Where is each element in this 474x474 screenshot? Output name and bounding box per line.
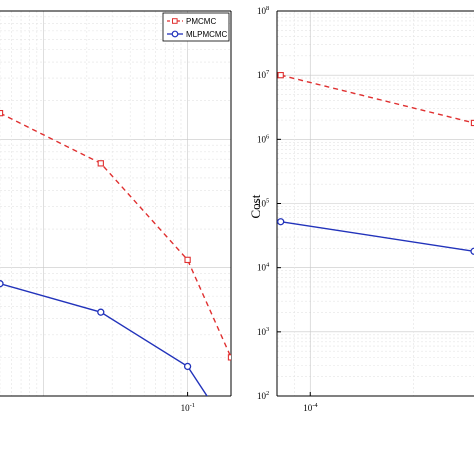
series-1-point <box>470 247 474 255</box>
y-tick-exponent: 5 <box>266 198 269 205</box>
y-tick-exponent: 4 <box>266 262 270 269</box>
series-1-point <box>277 218 285 226</box>
y-tick-label: 103 <box>257 326 269 337</box>
y-tick-label: 106 <box>257 133 270 144</box>
right-panel: 10-4 102 103 104 105 106 107 108 Cost <box>248 5 474 413</box>
series-0-point <box>227 354 231 361</box>
legend-marker-1 <box>171 30 179 38</box>
left-panel: 10-1 PMCMC MLPMCMC <box>0 10 234 435</box>
y-tick-exponent: 2 <box>266 390 269 397</box>
y-tick-label: 102 <box>257 390 269 401</box>
legend-label-0: PMCMC <box>186 17 216 26</box>
grid <box>0 11 232 397</box>
series-0-point <box>184 256 191 264</box>
y-tick-label: 108 <box>257 5 269 16</box>
series-1-point <box>183 362 192 371</box>
x-tick-label: 10-1 <box>181 402 195 413</box>
legend-label-1: MLPMCMC <box>186 30 228 39</box>
legend-marker-0 <box>172 18 178 24</box>
y-tick-exponent: 3 <box>266 326 269 333</box>
series-0-line <box>280 74 474 124</box>
series-1-point <box>97 308 105 316</box>
x-tick-label: 10-4 <box>303 402 318 413</box>
x-tick-exponent: -4 <box>312 402 318 409</box>
y-axis-label: Cost <box>248 194 263 218</box>
series-0-point <box>97 160 104 167</box>
series-0-line <box>0 112 231 358</box>
y-tick-exponent: 7 <box>266 69 270 76</box>
y-tick-label: 104 <box>257 262 270 273</box>
plot-area <box>0 109 234 435</box>
series-1-line <box>0 283 208 396</box>
y-tick-label: 105 <box>257 198 269 209</box>
grid <box>276 11 474 397</box>
series-1-point <box>228 429 234 435</box>
legend: PMCMC MLPMCMC <box>162 12 230 42</box>
series-1-point <box>0 280 4 288</box>
series-1-line <box>280 221 474 252</box>
y-tick-exponent: 6 <box>266 133 270 140</box>
axes-frame <box>0 10 232 397</box>
x-tick-exponent: -1 <box>190 402 195 409</box>
series-0-point <box>0 109 4 117</box>
y-tick-exponent: 8 <box>266 5 269 12</box>
plot-area <box>277 72 474 255</box>
series-0-point <box>277 72 284 79</box>
y-tick-label: 107 <box>257 69 270 80</box>
